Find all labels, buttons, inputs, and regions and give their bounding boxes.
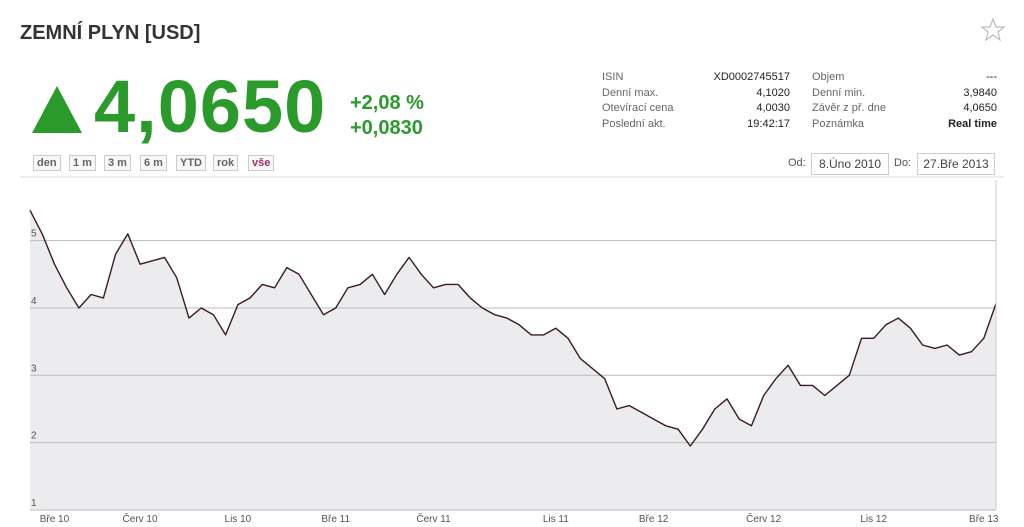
from-label: Od:: [788, 157, 806, 169]
stat-label: Denní min.: [812, 86, 866, 99]
to-label: Do:: [894, 157, 912, 169]
range-button[interactable]: vše: [248, 155, 275, 171]
change-abs: +0,0830: [350, 117, 423, 139]
stat-value: ---: [986, 71, 997, 83]
x-tick-label: Červ 11: [416, 512, 451, 525]
range-button[interactable]: 1 m: [69, 155, 96, 171]
x-tick-label: Bře 13: [969, 514, 999, 525]
from-date[interactable]: 8.Úno 2010: [811, 153, 889, 175]
x-tick-label: Červ 12: [746, 512, 781, 525]
x-tick-label: Bře 10: [40, 514, 70, 525]
stat-value: XD0002745517: [713, 71, 790, 83]
price: 4,0650: [94, 65, 327, 148]
stat-label: Objem: [812, 71, 845, 83]
stat-label: Závěr z př. dne: [812, 102, 886, 115]
y-tick-label: 4: [31, 296, 37, 307]
stat-label: Otevírací cena: [602, 102, 674, 115]
stat-value: 19:42:17: [747, 118, 790, 131]
range-button[interactable]: YTD: [176, 155, 206, 171]
y-tick-label: 2: [31, 431, 37, 442]
x-tick-label: Bře 12: [639, 514, 669, 525]
x-tick-label: Lis 11: [543, 514, 569, 525]
stat-label: ISIN: [602, 71, 624, 83]
range-button[interactable]: 3 m: [104, 155, 131, 171]
x-tick-label: Červ 10: [123, 512, 158, 525]
stat-value: 4,0650: [963, 102, 997, 115]
price-line: [29, 209, 997, 447]
stat-label: Poslední akt.: [602, 118, 666, 131]
change-pct: +2,08 %: [350, 92, 424, 114]
x-tick-label: Lis 12: [860, 514, 887, 525]
stat-value: Real time: [948, 118, 997, 131]
y-tick-label: 1: [31, 498, 37, 509]
stat-value: 4,1020: [756, 86, 790, 99]
stat-label: Denní max.: [602, 86, 659, 99]
up-arrow: [32, 86, 82, 133]
area-fill: [30, 210, 996, 511]
range-button[interactable]: den: [33, 155, 61, 171]
y-tick-label: 5: [31, 229, 37, 240]
y-tick-label: 3: [31, 363, 37, 374]
x-tick-label: Lis 10: [225, 514, 252, 525]
stat-value: 3,9840: [963, 86, 997, 99]
stat-value: 4,0030: [756, 102, 790, 115]
range-button[interactable]: rok: [213, 155, 239, 171]
x-tick-label: Bře 11: [321, 514, 350, 525]
stat-label: Poznámka: [812, 118, 864, 131]
range-button[interactable]: 6 m: [140, 155, 167, 171]
to-date[interactable]: 27.Bře 2013: [917, 153, 995, 175]
favorite-star[interactable]: [980, 17, 1006, 42]
title: ZEMNÍ PLYN [USD]: [20, 22, 201, 44]
